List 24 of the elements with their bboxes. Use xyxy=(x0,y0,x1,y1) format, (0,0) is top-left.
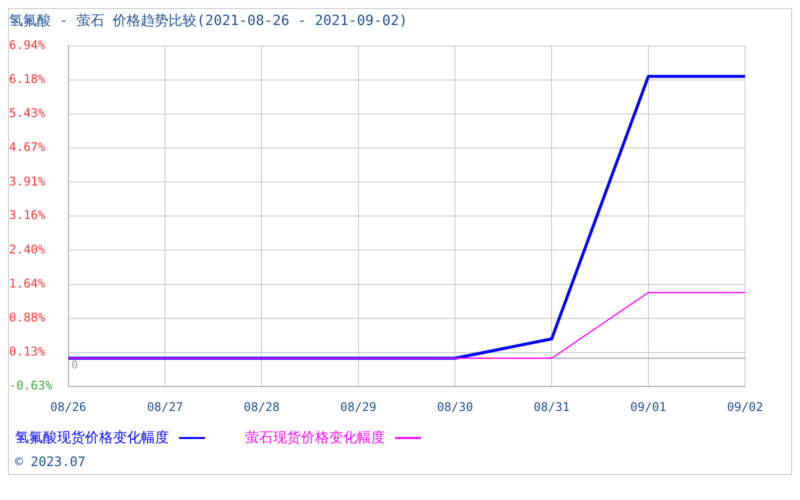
y-tick-label: 0.13% xyxy=(9,344,46,359)
x-tick-label: 08/27 xyxy=(146,400,184,414)
chart-title: 氢氟酸 - 萤石 价格趋势比较(2021-08-26 - 2021-09-02) xyxy=(9,13,408,30)
x-tick-label: 09/01 xyxy=(630,400,666,414)
y-tick-label: 6.18% xyxy=(9,72,46,86)
y-tick-label: 4.67% xyxy=(9,140,46,154)
y-tick-label: -0.63% xyxy=(9,378,54,393)
legend-label: 萤石现货价格变化幅度 xyxy=(245,429,385,447)
x-tick-label: 08/29 xyxy=(340,400,376,414)
x-tick-label: 08/30 xyxy=(436,400,474,414)
text: © 2023.07 xyxy=(14,454,86,472)
y-tick-label: 1.64% xyxy=(9,276,46,291)
x-tick-label: 09/02 xyxy=(726,400,764,414)
y-tick-label: 0.88% xyxy=(9,310,46,325)
y-tick-label: 6.94% xyxy=(9,38,46,52)
x-tick-label: 08/28 xyxy=(244,400,280,414)
x-tick-label: 08/26 xyxy=(50,400,86,414)
y-tick-label: 5.43% xyxy=(9,106,46,120)
y-tick-label: 2.40% xyxy=(9,242,46,256)
y-tick-label: 3.91% xyxy=(9,174,46,188)
ref-line-label: 0 xyxy=(71,358,78,372)
x-tick-label: 08/31 xyxy=(534,400,570,414)
y-tick-label: 3.16% xyxy=(9,208,46,222)
legend-label: 氢氟酸现货价格变化幅度 xyxy=(15,429,169,447)
